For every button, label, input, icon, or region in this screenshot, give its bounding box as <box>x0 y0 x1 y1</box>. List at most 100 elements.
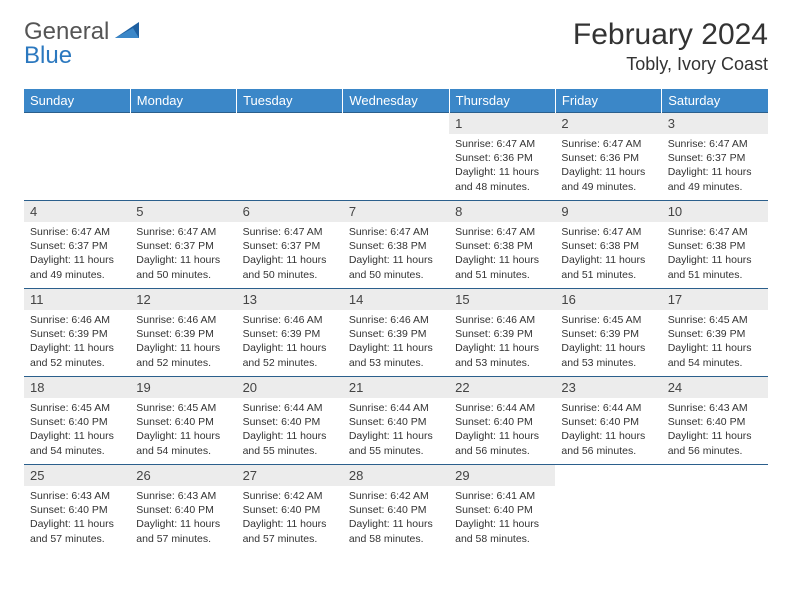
day-number: 29 <box>449 465 555 486</box>
day-number: 27 <box>237 465 343 486</box>
calendar-cell: 13Sunrise: 6:46 AMSunset: 6:39 PMDayligh… <box>237 289 343 377</box>
day-details: Sunrise: 6:45 AMSunset: 6:39 PMDaylight:… <box>662 310 768 376</box>
day-details: Sunrise: 6:46 AMSunset: 6:39 PMDaylight:… <box>449 310 555 376</box>
day-details: Sunrise: 6:47 AMSunset: 6:37 PMDaylight:… <box>662 134 768 200</box>
day-number: 21 <box>343 377 449 398</box>
weekday-header: Tuesday <box>237 89 343 113</box>
calendar-cell: 11Sunrise: 6:46 AMSunset: 6:39 PMDayligh… <box>24 289 130 377</box>
day-details: Sunrise: 6:45 AMSunset: 6:39 PMDaylight:… <box>555 310 661 376</box>
day-number: 2 <box>555 113 661 134</box>
day-details: Sunrise: 6:44 AMSunset: 6:40 PMDaylight:… <box>449 398 555 464</box>
weekday-header: Monday <box>130 89 236 113</box>
calendar-cell: 15Sunrise: 6:46 AMSunset: 6:39 PMDayligh… <box>449 289 555 377</box>
day-details: Sunrise: 6:47 AMSunset: 6:38 PMDaylight:… <box>662 222 768 288</box>
day-details: Sunrise: 6:45 AMSunset: 6:40 PMDaylight:… <box>24 398 130 464</box>
day-details: Sunrise: 6:47 AMSunset: 6:38 PMDaylight:… <box>343 222 449 288</box>
day-number: 22 <box>449 377 555 398</box>
calendar-cell: 12Sunrise: 6:46 AMSunset: 6:39 PMDayligh… <box>130 289 236 377</box>
calendar-cell: 19Sunrise: 6:45 AMSunset: 6:40 PMDayligh… <box>130 377 236 465</box>
day-details: Sunrise: 6:46 AMSunset: 6:39 PMDaylight:… <box>24 310 130 376</box>
calendar-cell: 8Sunrise: 6:47 AMSunset: 6:38 PMDaylight… <box>449 201 555 289</box>
header: General February 2024 Tobly, Ivory Coast <box>24 18 768 75</box>
calendar-table: SundayMondayTuesdayWednesdayThursdayFrid… <box>24 89 768 553</box>
calendar-cell: 18Sunrise: 6:45 AMSunset: 6:40 PMDayligh… <box>24 377 130 465</box>
day-number: 6 <box>237 201 343 222</box>
day-number: 23 <box>555 377 661 398</box>
day-number: 16 <box>555 289 661 310</box>
calendar-header-row: SundayMondayTuesdayWednesdayThursdayFrid… <box>24 89 768 113</box>
day-number: 28 <box>343 465 449 486</box>
calendar-cell: 17Sunrise: 6:45 AMSunset: 6:39 PMDayligh… <box>662 289 768 377</box>
calendar-cell: 26Sunrise: 6:43 AMSunset: 6:40 PMDayligh… <box>130 465 236 553</box>
calendar-cell: 22Sunrise: 6:44 AMSunset: 6:40 PMDayligh… <box>449 377 555 465</box>
day-number: 3 <box>662 113 768 134</box>
day-details: Sunrise: 6:43 AMSunset: 6:40 PMDaylight:… <box>662 398 768 464</box>
day-number: 25 <box>24 465 130 486</box>
day-details: Sunrise: 6:46 AMSunset: 6:39 PMDaylight:… <box>343 310 449 376</box>
day-details: Sunrise: 6:47 AMSunset: 6:38 PMDaylight:… <box>449 222 555 288</box>
day-details: Sunrise: 6:47 AMSunset: 6:36 PMDaylight:… <box>555 134 661 200</box>
day-details: Sunrise: 6:46 AMSunset: 6:39 PMDaylight:… <box>130 310 236 376</box>
calendar-cell: 1Sunrise: 6:47 AMSunset: 6:36 PMDaylight… <box>449 113 555 201</box>
day-number: 18 <box>24 377 130 398</box>
calendar-cell: 6Sunrise: 6:47 AMSunset: 6:37 PMDaylight… <box>237 201 343 289</box>
calendar-cell: 5Sunrise: 6:47 AMSunset: 6:37 PMDaylight… <box>130 201 236 289</box>
day-number: 12 <box>130 289 236 310</box>
day-details: Sunrise: 6:44 AMSunset: 6:40 PMDaylight:… <box>555 398 661 464</box>
month-title: February 2024 <box>573 18 768 52</box>
day-details: Sunrise: 6:45 AMSunset: 6:40 PMDaylight:… <box>130 398 236 464</box>
day-number: 15 <box>449 289 555 310</box>
calendar-cell <box>237 113 343 201</box>
calendar-cell: 27Sunrise: 6:42 AMSunset: 6:40 PMDayligh… <box>237 465 343 553</box>
weekday-header: Thursday <box>449 89 555 113</box>
weekday-header: Sunday <box>24 89 130 113</box>
calendar-cell: 20Sunrise: 6:44 AMSunset: 6:40 PMDayligh… <box>237 377 343 465</box>
calendar-cell: 23Sunrise: 6:44 AMSunset: 6:40 PMDayligh… <box>555 377 661 465</box>
day-details: Sunrise: 6:41 AMSunset: 6:40 PMDaylight:… <box>449 486 555 552</box>
day-details: Sunrise: 6:43 AMSunset: 6:40 PMDaylight:… <box>24 486 130 552</box>
calendar-cell <box>555 465 661 553</box>
weekday-header: Saturday <box>662 89 768 113</box>
day-details: Sunrise: 6:47 AMSunset: 6:36 PMDaylight:… <box>449 134 555 200</box>
day-number: 13 <box>237 289 343 310</box>
calendar-cell <box>24 113 130 201</box>
day-number: 26 <box>130 465 236 486</box>
calendar-cell <box>343 113 449 201</box>
day-details: Sunrise: 6:42 AMSunset: 6:40 PMDaylight:… <box>237 486 343 552</box>
day-details: Sunrise: 6:47 AMSunset: 6:38 PMDaylight:… <box>555 222 661 288</box>
brand-part2-wrap: Blue <box>24 42 72 70</box>
day-number: 4 <box>24 201 130 222</box>
day-number: 1 <box>449 113 555 134</box>
day-details: Sunrise: 6:47 AMSunset: 6:37 PMDaylight:… <box>24 222 130 288</box>
day-number: 11 <box>24 289 130 310</box>
calendar-cell: 10Sunrise: 6:47 AMSunset: 6:38 PMDayligh… <box>662 201 768 289</box>
calendar-cell: 25Sunrise: 6:43 AMSunset: 6:40 PMDayligh… <box>24 465 130 553</box>
calendar-cell: 28Sunrise: 6:42 AMSunset: 6:40 PMDayligh… <box>343 465 449 553</box>
brand-part2: Blue <box>24 42 72 69</box>
day-number: 24 <box>662 377 768 398</box>
calendar-cell: 7Sunrise: 6:47 AMSunset: 6:38 PMDaylight… <box>343 201 449 289</box>
day-details: Sunrise: 6:44 AMSunset: 6:40 PMDaylight:… <box>343 398 449 464</box>
day-number: 14 <box>343 289 449 310</box>
day-number: 8 <box>449 201 555 222</box>
calendar-cell: 21Sunrise: 6:44 AMSunset: 6:40 PMDayligh… <box>343 377 449 465</box>
calendar-cell <box>662 465 768 553</box>
calendar-cell: 29Sunrise: 6:41 AMSunset: 6:40 PMDayligh… <box>449 465 555 553</box>
day-details: Sunrise: 6:46 AMSunset: 6:39 PMDaylight:… <box>237 310 343 376</box>
calendar-cell: 16Sunrise: 6:45 AMSunset: 6:39 PMDayligh… <box>555 289 661 377</box>
calendar-cell: 2Sunrise: 6:47 AMSunset: 6:36 PMDaylight… <box>555 113 661 201</box>
day-number: 7 <box>343 201 449 222</box>
day-number: 19 <box>130 377 236 398</box>
day-number: 9 <box>555 201 661 222</box>
day-number: 5 <box>130 201 236 222</box>
calendar-cell <box>130 113 236 201</box>
location: Tobly, Ivory Coast <box>573 54 768 75</box>
day-details: Sunrise: 6:44 AMSunset: 6:40 PMDaylight:… <box>237 398 343 464</box>
calendar-cell: 9Sunrise: 6:47 AMSunset: 6:38 PMDaylight… <box>555 201 661 289</box>
calendar-body: 1Sunrise: 6:47 AMSunset: 6:36 PMDaylight… <box>24 113 768 553</box>
calendar-cell: 24Sunrise: 6:43 AMSunset: 6:40 PMDayligh… <box>662 377 768 465</box>
day-number: 17 <box>662 289 768 310</box>
brand-triangle-icon <box>115 20 141 45</box>
calendar-cell: 14Sunrise: 6:46 AMSunset: 6:39 PMDayligh… <box>343 289 449 377</box>
day-details: Sunrise: 6:47 AMSunset: 6:37 PMDaylight:… <box>237 222 343 288</box>
